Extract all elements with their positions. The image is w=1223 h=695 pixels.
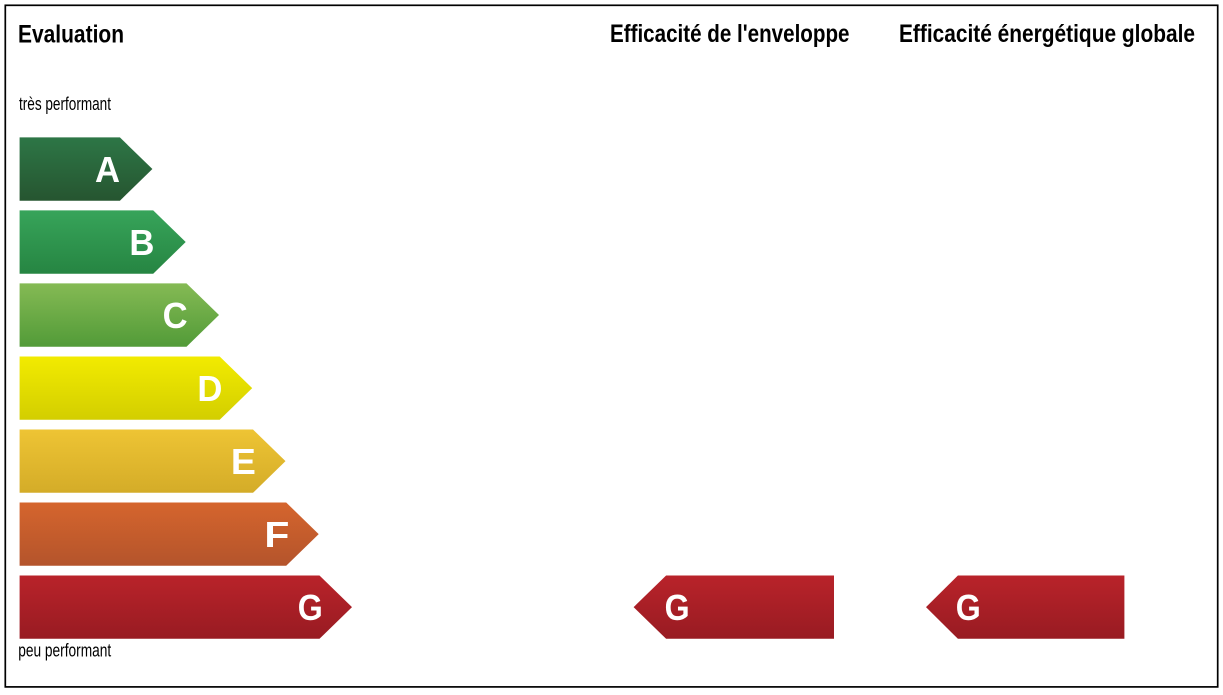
svg-text:Efficacité de l'enveloppe: Efficacité de l'enveloppe (610, 20, 850, 48)
svg-text:peu performant: peu performant (18, 639, 112, 660)
svg-text:C: C (163, 295, 188, 336)
svg-text:Evaluation: Evaluation (18, 20, 124, 48)
svg-text:G: G (956, 587, 981, 628)
svg-text:G: G (298, 587, 323, 628)
svg-text:F: F (264, 514, 289, 555)
svg-text:Efficacité énergétique globale: Efficacité énergétique globale (899, 20, 1195, 48)
svg-text:E: E (231, 441, 256, 482)
svg-text:très performant: très performant (19, 93, 112, 114)
svg-text:D: D (197, 368, 222, 409)
svg-text:B: B (129, 222, 154, 263)
svg-text:G: G (665, 587, 690, 628)
svg-text:A: A (95, 149, 120, 190)
